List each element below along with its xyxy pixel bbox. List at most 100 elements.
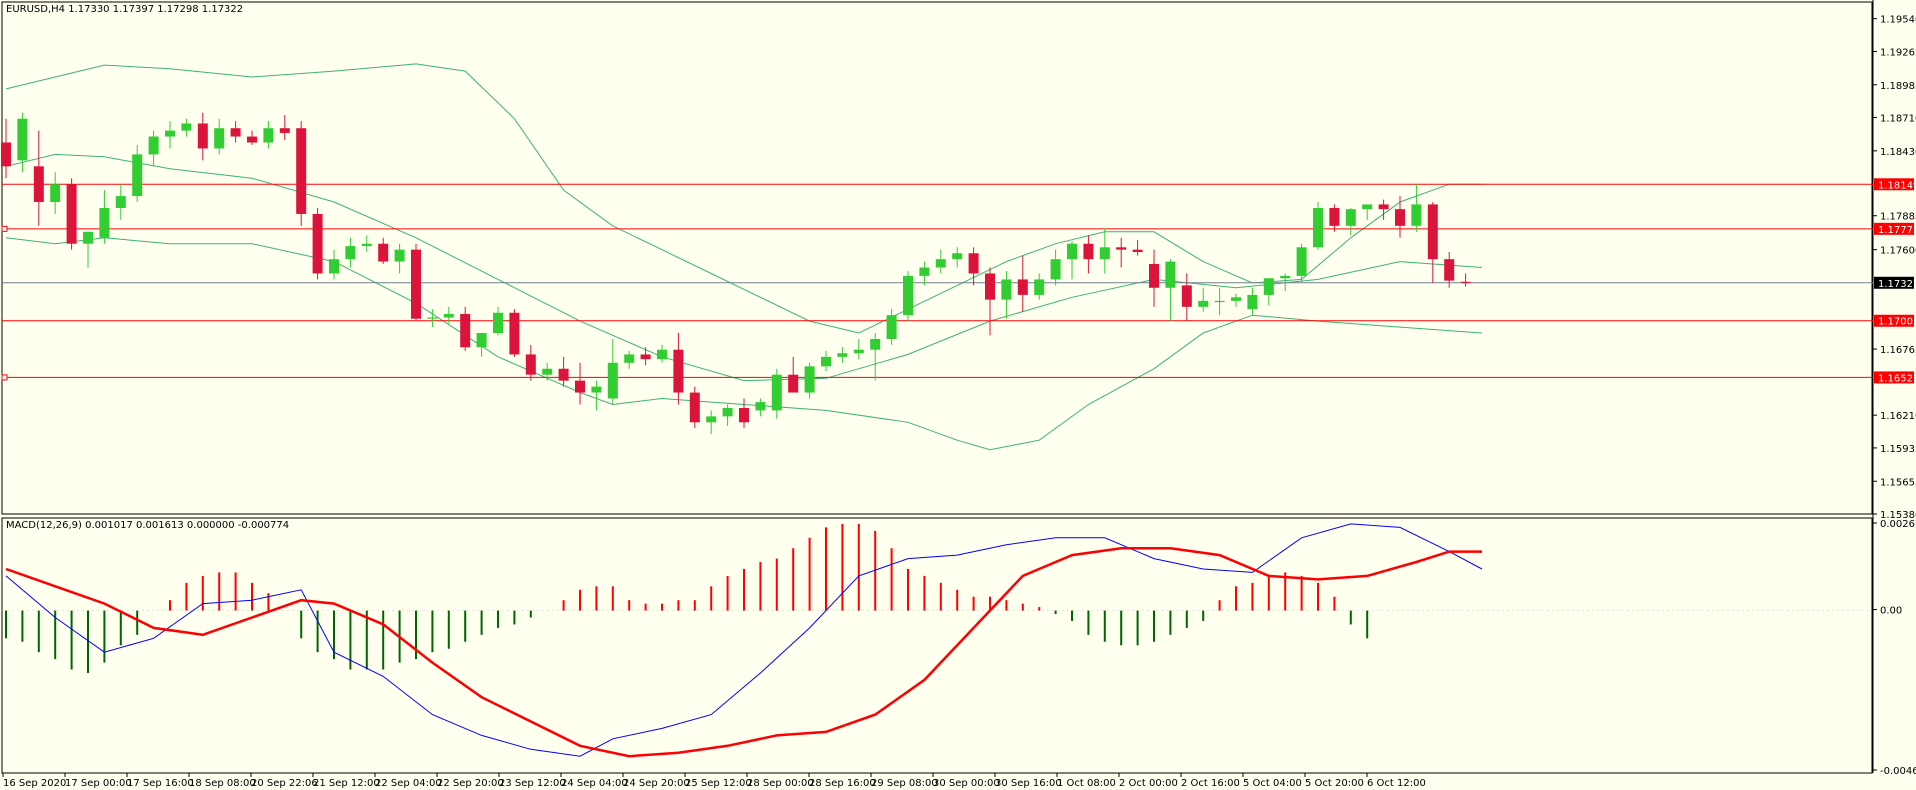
bullish-candle[interactable] (1411, 204, 1422, 226)
bullish-candle[interactable] (165, 130, 175, 137)
bearish-candle[interactable] (1329, 207, 1340, 226)
bearish-candle[interactable] (1444, 259, 1455, 281)
bullish-candle[interactable] (1247, 294, 1258, 310)
bullish-candle[interactable] (1231, 297, 1241, 301)
bearish-candle[interactable] (296, 128, 307, 214)
bearish-candle[interactable] (1181, 285, 1192, 307)
bullish-candle[interactable] (542, 368, 553, 375)
bullish-candle[interactable] (148, 136, 159, 155)
bullish-candle[interactable] (1263, 278, 1274, 295)
bullish-candle[interactable] (624, 354, 635, 363)
bearish-candle[interactable] (1149, 263, 1159, 288)
bearish-candle[interactable] (33, 166, 44, 203)
bullish-candle[interactable] (870, 338, 881, 350)
bearish-candle[interactable] (1, 142, 11, 167)
bullish-candle[interactable] (1214, 300, 1225, 303)
bullish-candle[interactable] (1280, 275, 1291, 279)
bullish-candle[interactable] (50, 184, 61, 203)
bearish-candle[interactable] (985, 273, 995, 300)
bearish-candle[interactable] (460, 313, 471, 348)
bullish-candle[interactable] (115, 196, 126, 208)
bullish-candle[interactable] (361, 243, 372, 247)
bullish-candle[interactable] (706, 416, 717, 423)
bearish-candle[interactable] (378, 243, 389, 262)
bullish-candle[interactable] (99, 207, 110, 238)
bullish-candle[interactable] (903, 275, 913, 316)
bearish-candle[interactable] (968, 253, 979, 274)
bullish-candle[interactable] (1034, 279, 1045, 295)
bearish-candle[interactable] (640, 354, 651, 360)
bullish-candle[interactable] (132, 154, 143, 197)
bearish-candle[interactable] (1427, 204, 1438, 260)
bullish-candle[interactable] (771, 374, 782, 411)
time-tick-label: 17 Sep 00:00 (65, 778, 132, 789)
bullish-candle[interactable] (607, 362, 618, 399)
bearish-candle[interactable] (279, 128, 290, 133)
bullish-candle[interactable] (1067, 243, 1077, 260)
bullish-candle[interactable] (952, 253, 963, 260)
bullish-candle[interactable] (755, 402, 766, 411)
bullish-candle[interactable] (935, 259, 946, 268)
bullish-candle[interactable] (181, 123, 192, 131)
bearish-candle[interactable] (411, 249, 421, 319)
bullish-candle[interactable] (345, 246, 356, 260)
bullish-candle[interactable] (17, 118, 28, 161)
bullish-candle[interactable] (1345, 209, 1356, 226)
bearish-candle[interactable] (575, 380, 585, 393)
bearish-candle[interactable] (739, 408, 749, 423)
bullish-candle[interactable] (427, 317, 438, 319)
bullish-candle[interactable] (1313, 207, 1323, 248)
bullish-candle[interactable] (83, 231, 93, 244)
bullish-candle[interactable] (493, 312, 503, 334)
time-tick-label: 23 Sep 12:00 (499, 778, 566, 789)
bullish-candle[interactable] (722, 408, 733, 417)
bullish-candle[interactable] (329, 259, 339, 274)
bullish-candle[interactable] (821, 356, 831, 367)
bullish-candle[interactable] (263, 128, 274, 143)
main-chart-frame (1, 1, 1873, 515)
bearish-candle[interactable] (1460, 281, 1471, 284)
bearish-candle[interactable] (1395, 209, 1405, 226)
bearish-candle[interactable] (230, 128, 241, 137)
bearish-candle[interactable] (312, 213, 323, 274)
level-line-handle[interactable] (1, 374, 8, 381)
bullish-candle[interactable] (1198, 300, 1209, 307)
bullish-candle[interactable] (1165, 261, 1176, 288)
bullish-candle[interactable] (443, 313, 454, 318)
bullish-candle[interactable] (853, 349, 864, 354)
bullish-candle[interactable] (1296, 247, 1307, 276)
bearish-candle[interactable] (525, 354, 536, 375)
bullish-candle[interactable] (657, 349, 667, 360)
bearish-candle[interactable] (1083, 243, 1094, 260)
bearish-candle[interactable] (509, 312, 520, 355)
bullish-candle[interactable] (837, 353, 848, 357)
bearish-candle[interactable] (66, 184, 77, 244)
bearish-candle[interactable] (1017, 279, 1028, 295)
bullish-candle[interactable] (476, 333, 487, 348)
bullish-candle[interactable] (886, 315, 897, 339)
bearish-candle[interactable] (689, 392, 700, 423)
level-line-handle[interactable] (1, 225, 8, 232)
macd-signal-line (5, 546, 1482, 758)
bearish-candle[interactable] (247, 136, 257, 143)
bearish-candle[interactable] (1116, 247, 1127, 250)
bullish-candle[interactable] (591, 386, 602, 393)
bullish-candle[interactable] (1050, 259, 1061, 280)
bearish-candle[interactable] (1378, 204, 1389, 210)
bearish-candle[interactable] (197, 123, 208, 149)
bearish-candle[interactable] (673, 349, 684, 393)
bullish-candle[interactable] (1001, 279, 1012, 300)
bearish-candle[interactable] (558, 368, 569, 381)
time-tick-label: 24 Sep 04:00 (561, 778, 628, 789)
time-tick-label: 22 Sep 20:00 (437, 778, 504, 789)
bearish-candle[interactable] (1132, 249, 1143, 253)
bullish-candle[interactable] (214, 128, 225, 149)
bearish-candle[interactable] (788, 374, 799, 393)
bullish-candle[interactable] (919, 267, 930, 276)
bullish-candle[interactable] (1362, 204, 1373, 210)
bullish-candle[interactable] (804, 366, 815, 393)
bullish-candle[interactable] (1099, 247, 1110, 260)
bullish-candle[interactable] (394, 249, 405, 262)
